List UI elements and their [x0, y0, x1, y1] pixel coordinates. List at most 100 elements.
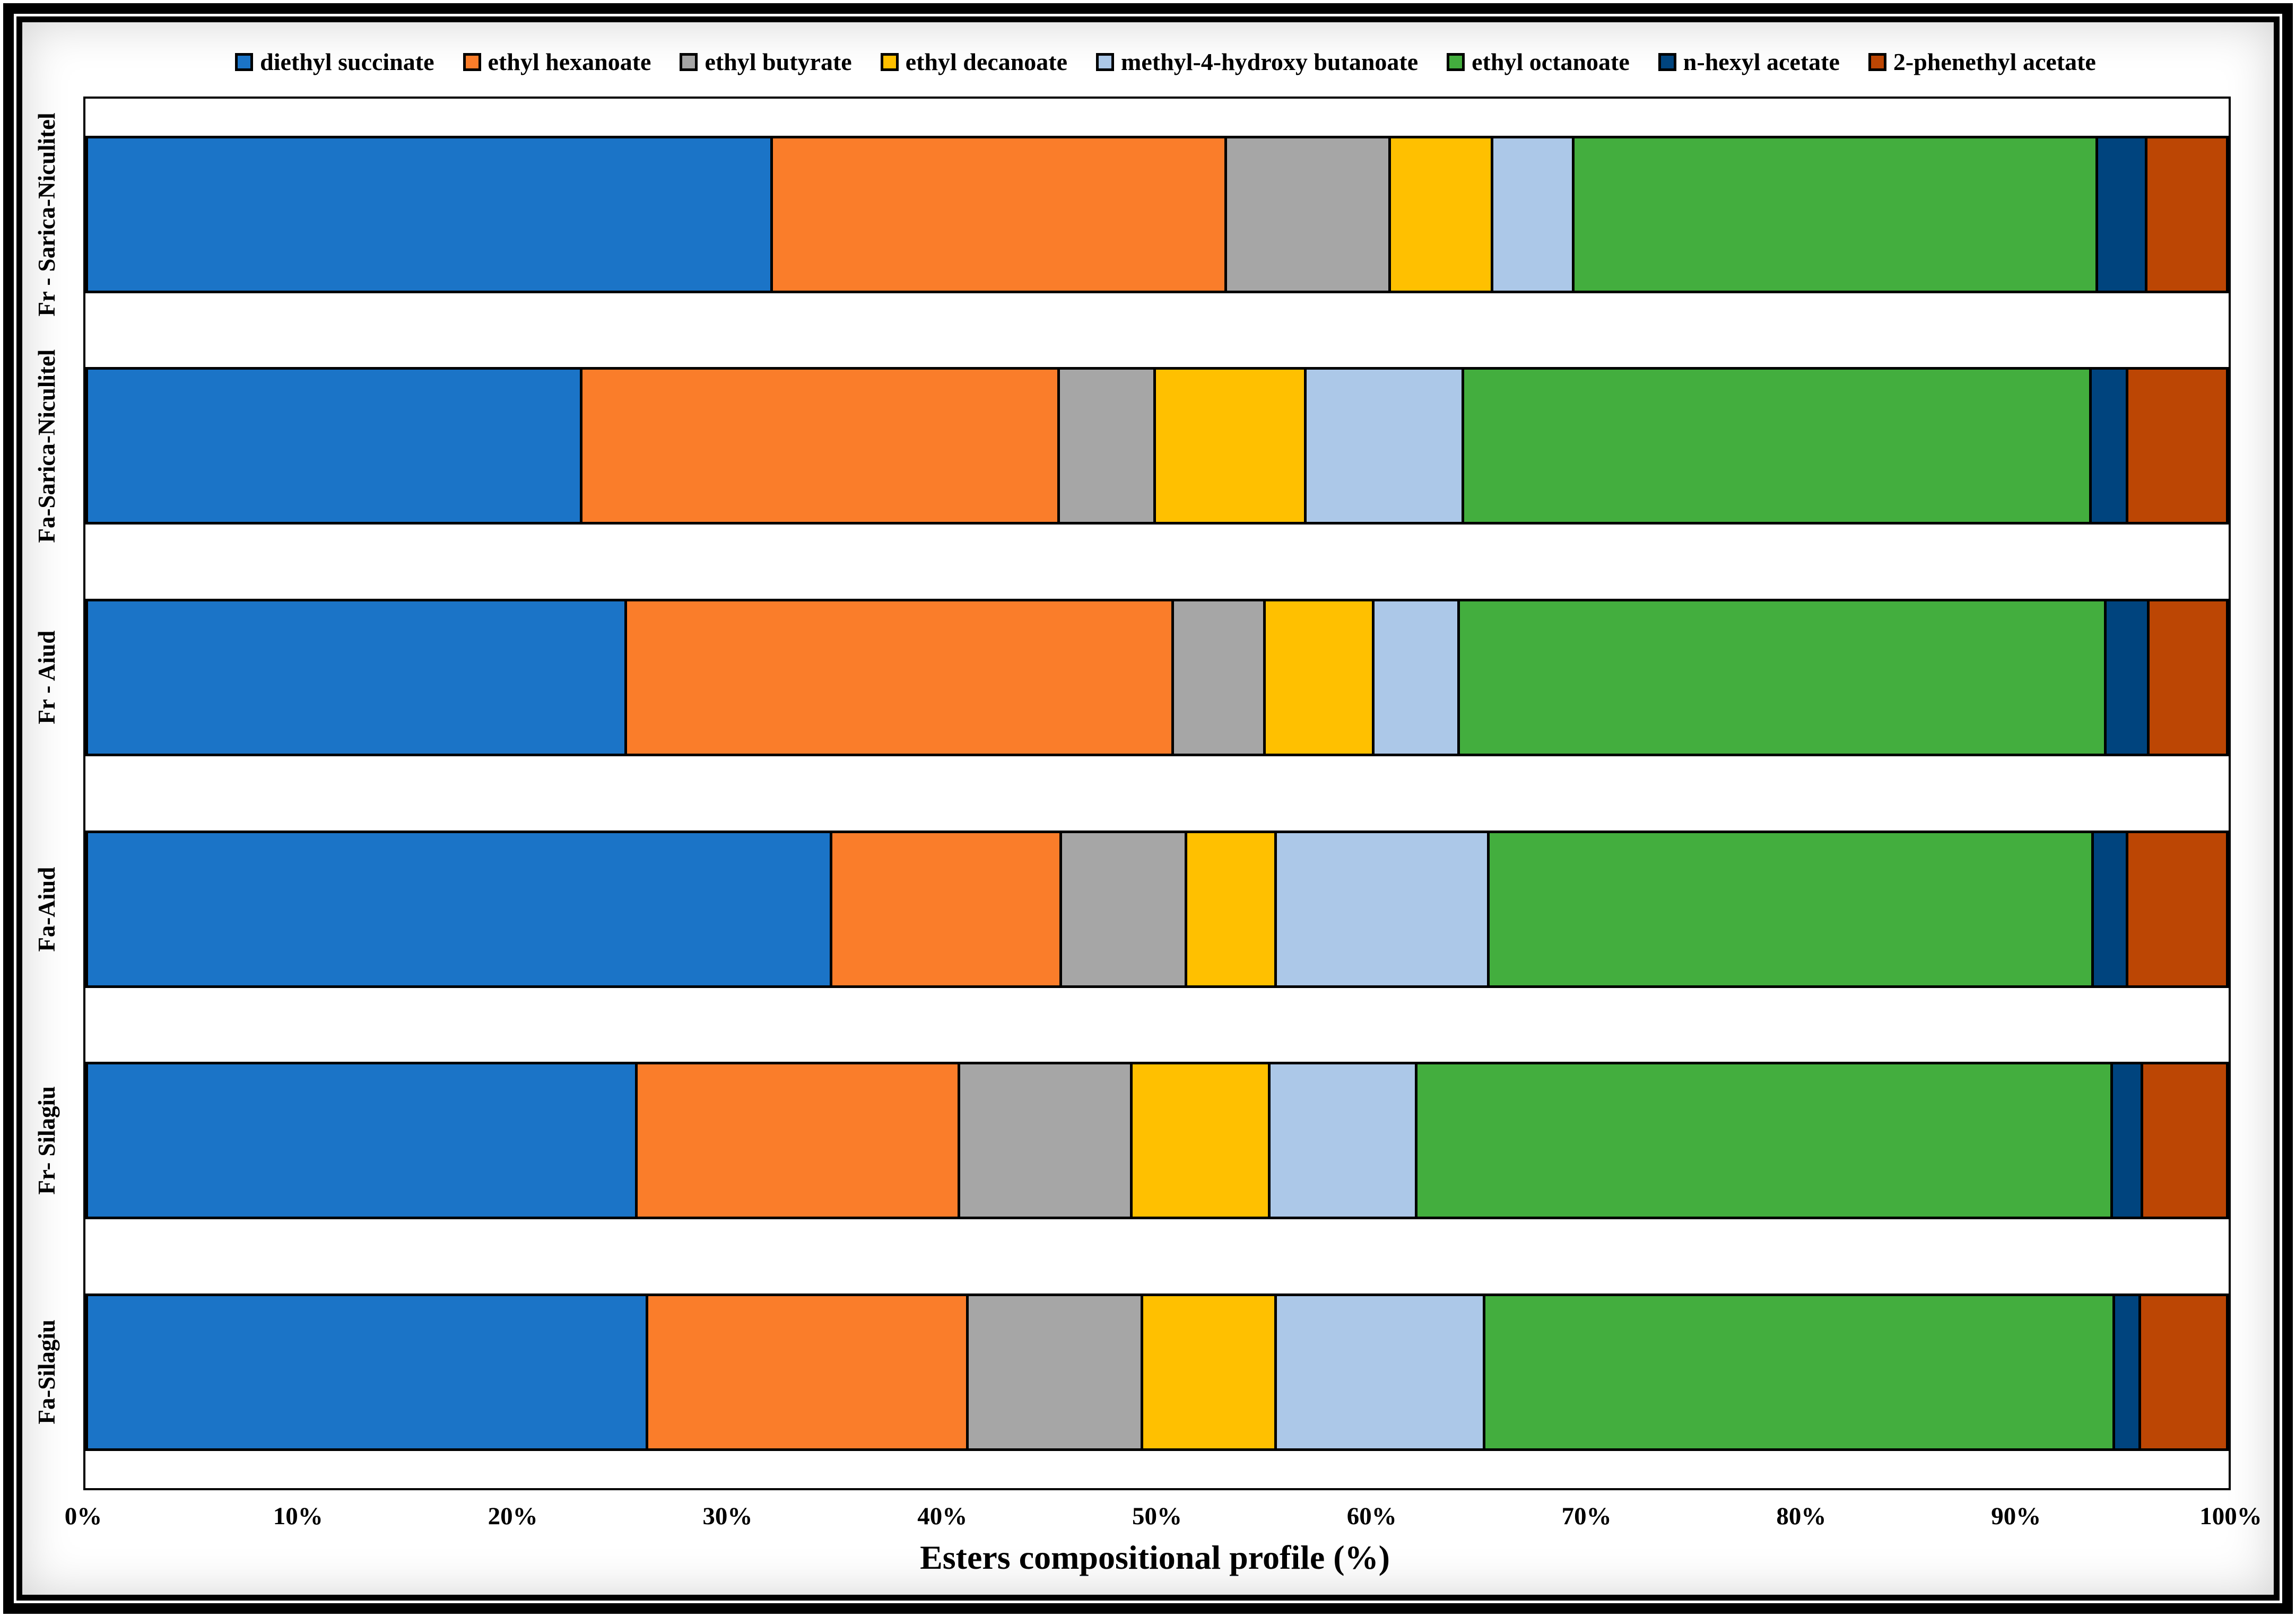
- x-tick-label: 40%: [917, 1502, 968, 1530]
- bar-segment-methyl-4-hydroxy-butanoate: [1277, 1296, 1485, 1448]
- stacked-bar: [85, 1062, 2229, 1220]
- stacked-bar: [85, 367, 2229, 525]
- legend-label: methyl-4-hydroxy butanoate: [1121, 48, 1419, 75]
- legend-swatch-icon: [235, 53, 254, 71]
- legend-label: diethyl succinate: [260, 48, 434, 75]
- y-axis-category-label: Fr- Silagiu: [33, 1086, 60, 1195]
- bar-segment-ethyl-decanoate: [1143, 1296, 1277, 1448]
- x-tick-label: 50%: [1132, 1502, 1182, 1530]
- bar-segment-2-phenethyl-acetate: [2147, 138, 2226, 291]
- legend-item-1: diethyl succinate: [235, 48, 434, 76]
- legend-swatch-icon: [1096, 53, 1115, 71]
- legend-label: ethyl hexanoate: [488, 48, 651, 75]
- bar-segment-n-hexyl-acetate: [2098, 138, 2148, 291]
- bar-segment-methyl-4-hydroxy-butanoate: [1271, 1064, 1417, 1217]
- bar-segment-ethyl-decanoate: [1390, 138, 1493, 291]
- bar-segment-ethyl-hexanoate: [637, 1064, 960, 1217]
- legend-label: 2-phenethyl acetate: [1893, 48, 2096, 75]
- bar-segment-ethyl-decanoate: [1132, 1064, 1271, 1217]
- bar-segment-ethyl-butyrate: [1227, 138, 1391, 291]
- x-axis-tick-labels: 0% 10% 20% 30% 40% 50% 60% 70% 80% 90% 100%: [65, 1502, 2262, 1534]
- bar-segment-ethyl-octanoate: [1464, 370, 2092, 522]
- bar-segment-ethyl-butyrate: [1174, 601, 1266, 754]
- bar-segment-diethyl-succinate: [88, 601, 627, 754]
- bar-segment-n-hexyl-acetate: [2094, 833, 2129, 985]
- bar-segment-ethyl-butyrate: [960, 1064, 1133, 1217]
- legend-label: n-hexyl acetate: [1683, 48, 1840, 75]
- bar-segment-ethyl-octanoate: [1417, 1064, 2114, 1217]
- bar-segment-ethyl-octanoate: [1485, 1296, 2116, 1448]
- x-tick-label: 10%: [273, 1502, 323, 1530]
- bar-segment-n-hexyl-acetate: [2092, 370, 2129, 522]
- bar-segment-2-phenethyl-acetate: [2141, 1296, 2226, 1448]
- x-tick-label: 70%: [1561, 1502, 1612, 1530]
- x-axis-title: Esters compositional profile (%): [920, 1539, 1390, 1576]
- bar-row: Fa-Aiud: [33, 793, 2229, 1025]
- bar-row: Fa-Sarica-Niculitel: [33, 330, 2229, 562]
- legend-swatch-icon: [463, 53, 481, 71]
- bar-segment-n-hexyl-acetate: [2115, 1296, 2142, 1448]
- y-axis-category-label: Fa-Aiud: [33, 867, 60, 952]
- bar-row: Fa-Silagiu: [33, 1256, 2229, 1488]
- y-axis-category-label: Fa-Silagiu: [33, 1319, 60, 1425]
- bar-segment-ethyl-decanoate: [1155, 370, 1307, 522]
- bar-segment-diethyl-succinate: [88, 833, 833, 985]
- legend: diethyl succinate ethyl hexanoate ethyl bu…: [83, 48, 2248, 76]
- chart-inner-frame: diethyl succinate ethyl hexanoate ethyl bu…: [16, 16, 2280, 1601]
- stacked-bar: [85, 135, 2229, 293]
- x-tick-label: 100%: [2199, 1502, 2262, 1530]
- x-tick-label: 80%: [1776, 1502, 1827, 1530]
- bar-segment-ethyl-octanoate: [1459, 601, 2107, 754]
- chart-canvas: diethyl succinate ethyl hexanoate ethyl bu…: [22, 22, 2274, 1595]
- stacked-bar: [85, 1293, 2229, 1451]
- legend-swatch-icon: [680, 53, 698, 71]
- bar-segment-ethyl-decanoate: [1187, 833, 1277, 985]
- legend-swatch-icon: [1447, 53, 1465, 71]
- bar-segment-methyl-4-hydroxy-butanoate: [1493, 138, 1575, 291]
- stacked-bar: [85, 830, 2229, 988]
- x-tick-label: 30%: [702, 1502, 753, 1530]
- x-tick-label: 60%: [1346, 1502, 1397, 1530]
- legend-label: ethyl butyrate: [705, 48, 852, 75]
- bar-segment-2-phenethyl-acetate: [2128, 833, 2226, 985]
- legend-label: ethyl decanoate: [905, 48, 1068, 75]
- bar-segment-methyl-4-hydroxy-butanoate: [1307, 370, 1464, 522]
- bar-segment-ethyl-octanoate: [1574, 138, 2099, 291]
- bar-segment-ethyl-hexanoate: [582, 370, 1060, 522]
- bar-segment-ethyl-hexanoate: [648, 1296, 969, 1448]
- y-axis-category-label: Fr - Aiud: [33, 631, 60, 724]
- bar-segment-diethyl-succinate: [88, 370, 582, 522]
- y-axis-category-label: Fa-Sarica-Niculitel: [33, 349, 60, 543]
- x-tick-label: 0%: [64, 1502, 102, 1530]
- legend-item-2: ethyl hexanoate: [463, 48, 651, 76]
- chart-outer-frame: diethyl succinate ethyl hexanoate ethyl bu…: [3, 3, 2293, 1614]
- bar-segment-diethyl-succinate: [88, 138, 773, 291]
- bar-segment-methyl-4-hydroxy-butanoate: [1375, 601, 1460, 754]
- x-tick-label: 20%: [488, 1502, 538, 1530]
- bar-segment-n-hexyl-acetate: [2107, 601, 2150, 754]
- legend-swatch-icon: [880, 53, 899, 71]
- bar-segment-2-phenethyl-acetate: [2150, 601, 2227, 754]
- bar-segment-diethyl-succinate: [88, 1064, 638, 1217]
- legend-item-4: ethyl decanoate: [880, 48, 1068, 76]
- bar-segment-ethyl-butyrate: [968, 1296, 1143, 1448]
- bar-segment-diethyl-succinate: [88, 1296, 648, 1448]
- stacked-bar: [85, 598, 2229, 756]
- bar-segment-n-hexyl-acetate: [2113, 1064, 2144, 1217]
- plot-area: Fr - Sarica-Niculitel Fa-Sarica-Niculitel…: [33, 97, 2231, 1490]
- bar-segment-ethyl-hexanoate: [627, 601, 1175, 754]
- bar-segment-ethyl-butyrate: [1062, 833, 1188, 985]
- bar-segment-ethyl-hexanoate: [773, 138, 1228, 291]
- legend-label: ethyl octanoate: [1472, 48, 1630, 75]
- bar-segment-ethyl-decanoate: [1266, 601, 1375, 754]
- legend-item-7: n-hexyl acetate: [1658, 48, 1840, 76]
- bar-segment-ethyl-butyrate: [1059, 370, 1156, 522]
- bar-segment-2-phenethyl-acetate: [2128, 370, 2227, 522]
- bar-segment-ethyl-octanoate: [1489, 833, 2094, 985]
- legend-item-5: methyl-4-hydroxy butanoate: [1096, 48, 1418, 76]
- legend-item-8: 2-phenethyl acetate: [1868, 48, 2096, 76]
- y-axis-category-label: Fr - Sarica-Niculitel: [33, 112, 60, 317]
- bar-segment-methyl-4-hydroxy-butanoate: [1277, 833, 1490, 985]
- bar-row: Fr - Sarica-Niculitel: [33, 99, 2229, 330]
- legend-swatch-icon: [1868, 53, 1886, 71]
